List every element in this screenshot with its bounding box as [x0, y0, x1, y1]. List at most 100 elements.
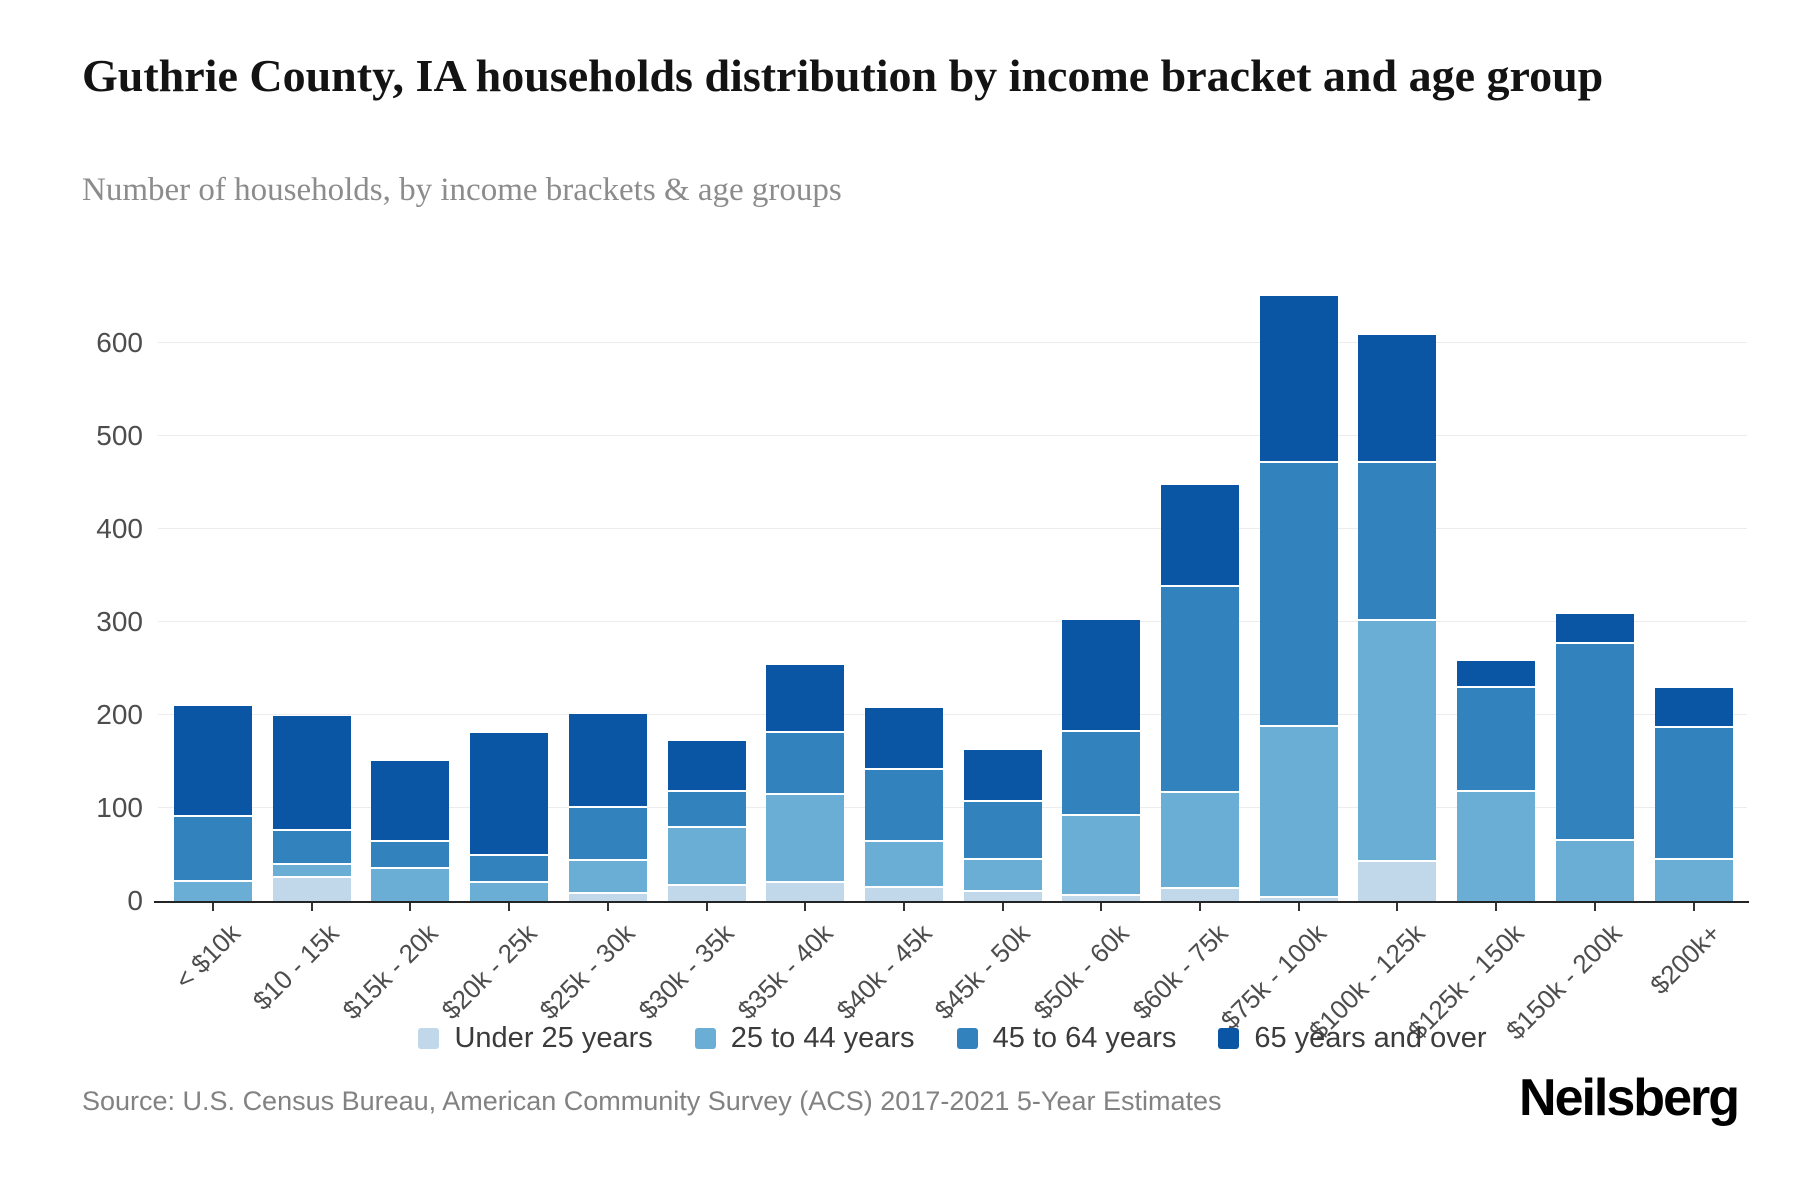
x-axis-label-$30k - 35k: $30k - 35k [632, 918, 740, 1026]
bar-$60k - 75k [1161, 484, 1239, 901]
bar-segment-45-64[interactable] [963, 802, 1042, 860]
bar-segment-under-25[interactable] [1161, 888, 1239, 901]
x-axis-tick [902, 903, 905, 911]
bar-segment-under-25[interactable] [1358, 861, 1437, 901]
bar-segment-under-25[interactable] [864, 887, 943, 901]
bar-segment-under-25[interactable] [963, 891, 1042, 901]
bar-segment-45-64[interactable] [1358, 462, 1437, 621]
bar-segment-25-44[interactable] [272, 864, 351, 878]
legend-label-25-44: 25 to 44 years [730, 1021, 915, 1054]
legend-swatch-25-44 [694, 1027, 716, 1049]
gridline-600 [158, 342, 1747, 343]
bar-segment-45-64[interactable] [1555, 644, 1634, 842]
bar-segment-45-64[interactable] [667, 791, 746, 829]
bar-segment-under-25[interactable] [272, 877, 351, 901]
bar-segment-45-64[interactable] [470, 856, 549, 884]
bar-segment-65-over[interactable] [1358, 335, 1437, 463]
bar-segment-45-64[interactable] [864, 769, 943, 843]
bar-segment-under-25[interactable] [667, 886, 746, 901]
bar-segment-under-25[interactable] [1062, 896, 1141, 901]
page-subtitle: Number of households, by income brackets… [82, 172, 842, 208]
x-axis-label-$45k - 50k: $45k - 50k [928, 918, 1036, 1026]
y-axis-label-600: 600 [96, 327, 143, 358]
bar-segment-25-44[interactable] [1457, 792, 1536, 901]
bar-segment-65-over[interactable] [371, 761, 450, 843]
x-axis-tick [1692, 903, 1695, 911]
bar-segment-45-64[interactable] [174, 817, 252, 883]
bar-$45k - 50k [963, 749, 1042, 901]
bar-$125k - 150k [1457, 660, 1536, 901]
bar-segment-under-25[interactable] [568, 893, 647, 901]
bar-segment-25-44[interactable] [766, 794, 845, 884]
x-axis-label-$20k - 25k: $20k - 25k [435, 918, 543, 1026]
bar-segment-45-64[interactable] [1259, 462, 1338, 727]
x-axis-tick [1593, 903, 1596, 911]
x-axis-label-$40k - 45k: $40k - 45k [830, 918, 938, 1026]
neilsberg-logo[interactable]: Neilsberg [1519, 1069, 1740, 1127]
legend-swatch-under-25 [418, 1027, 440, 1049]
legend-item-45-64[interactable]: 45 to 64 years [956, 1023, 1176, 1053]
gridline-400 [158, 528, 1747, 529]
bar-$100k - 125k [1358, 335, 1437, 901]
gridline-300 [158, 621, 1747, 622]
legend: Under 25 years 25 to 44 years 45 to 64 yea… [158, 1020, 1747, 1056]
bar-segment-65-over[interactable] [963, 749, 1042, 803]
bar-segment-25-44[interactable] [1358, 620, 1437, 862]
x-axis-tick [1001, 903, 1004, 911]
bar-segment-45-64[interactable] [568, 807, 647, 861]
y-axis-label-100: 100 [96, 792, 143, 823]
bar-segment-25-44[interactable] [1259, 726, 1338, 899]
x-axis-tick [804, 903, 807, 911]
y-axis-label-400: 400 [96, 513, 143, 544]
bar-segment-25-44[interactable] [864, 842, 943, 888]
bar-segment-65-over[interactable] [272, 716, 351, 831]
bar-$15k - 20k [371, 761, 450, 901]
bar-segment-25-44[interactable] [1555, 841, 1634, 901]
bar-segment-25-44[interactable] [568, 860, 647, 894]
bar-segment-45-64[interactable] [1062, 732, 1141, 817]
legend-label-under-25: Under 25 years [454, 1021, 653, 1054]
bar-segment-25-44[interactable] [371, 869, 450, 901]
bar-segment-65-over[interactable] [864, 708, 943, 770]
legend-swatch-45-64 [956, 1027, 978, 1049]
bar-segment-under-25[interactable] [1259, 898, 1338, 901]
bar-segment-65-over[interactable] [1457, 660, 1536, 688]
bar-segment-65-over[interactable] [568, 713, 647, 808]
source-text: Source: U.S. Census Bureau, American Com… [82, 1086, 1222, 1116]
bar-segment-25-44[interactable] [963, 859, 1042, 892]
bar-segment-65-over[interactable] [470, 733, 549, 857]
bar-segment-25-44[interactable] [470, 883, 549, 901]
bar-segment-45-64[interactable] [1457, 687, 1536, 793]
bar-segment-65-over[interactable] [174, 706, 252, 818]
bar-segment-65-over[interactable] [1259, 296, 1338, 463]
bar-segment-65-over[interactable] [1555, 614, 1634, 645]
bar-segment-45-64[interactable] [371, 842, 450, 870]
bar-$25k - 30k [568, 713, 647, 901]
bar-$35k - 40k [766, 665, 845, 901]
bar-segment-65-over[interactable] [1654, 687, 1733, 728]
bar-segment-65-over[interactable] [1062, 619, 1141, 733]
bar-segment-45-64[interactable] [766, 733, 845, 795]
bar-segment-25-44[interactable] [174, 882, 252, 901]
bar-segment-65-over[interactable] [667, 740, 746, 792]
bar-$50k - 60k [1062, 619, 1141, 901]
bar-segment-under-25[interactable] [766, 883, 845, 901]
bar-segment-25-44[interactable] [1062, 816, 1141, 897]
x-axis-tick [409, 903, 412, 911]
bar-segment-65-over[interactable] [1161, 484, 1239, 588]
bar-segment-65-over[interactable] [766, 665, 845, 734]
page-title: Guthrie County, IA households distributi… [82, 50, 1604, 101]
bar-segment-45-64[interactable] [1161, 587, 1239, 793]
bar-segment-45-64[interactable] [1654, 727, 1733, 861]
bar-segment-25-44[interactable] [1654, 860, 1733, 901]
legend-item-65-over[interactable]: 65 years and over [1218, 1023, 1487, 1053]
bar-segment-25-44[interactable] [667, 828, 746, 887]
bar-$40k - 45k [864, 708, 943, 901]
x-axis-label-$200k+: $200k+ [1644, 918, 1727, 1001]
bar-segment-25-44[interactable] [1161, 793, 1239, 889]
bar-segment-45-64[interactable] [272, 830, 351, 865]
y-axis-label-0: 0 [127, 885, 143, 916]
legend-item-under-25[interactable]: Under 25 years [418, 1021, 653, 1054]
bar-$200k+ [1654, 687, 1733, 901]
legend-item-25-44[interactable]: 25 to 44 years [694, 1021, 915, 1054]
